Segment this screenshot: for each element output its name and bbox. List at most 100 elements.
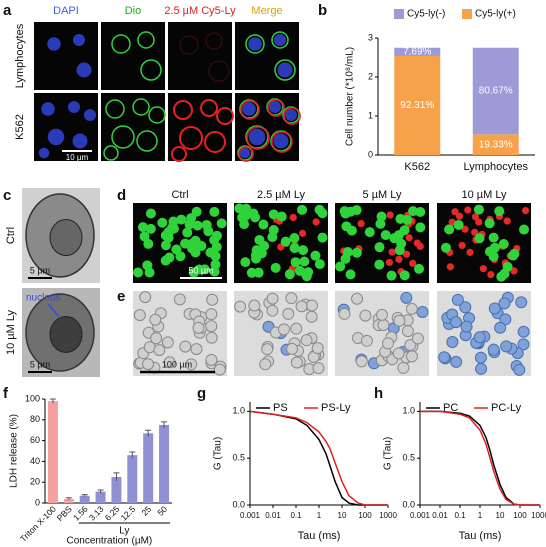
cell	[209, 206, 220, 217]
x-tick-label: 0.1	[290, 511, 302, 520]
nucleus	[84, 109, 96, 121]
cell	[494, 206, 505, 217]
y-axis-title: G (Tau)	[213, 437, 224, 470]
column-header: Dio	[125, 5, 142, 17]
column-header: 2.5 µM Ly	[257, 189, 306, 201]
cell	[143, 238, 154, 249]
cell	[240, 257, 251, 268]
nucleus	[73, 34, 85, 46]
bar	[79, 495, 90, 503]
x-tick-label: 0.01	[432, 511, 448, 520]
panel-label: e	[117, 288, 125, 305]
series-line	[249, 410, 388, 506]
cell	[317, 208, 328, 219]
cell	[401, 325, 414, 338]
cell	[517, 338, 530, 351]
cell	[446, 263, 454, 271]
cell	[359, 309, 372, 322]
cell	[167, 222, 178, 233]
micrograph	[168, 22, 232, 90]
x-tick-label: 1000	[379, 511, 397, 520]
cy5-signal	[240, 100, 260, 120]
column-header: 5 µM Ly	[363, 189, 402, 201]
cell	[268, 209, 279, 220]
cell	[389, 233, 400, 244]
x-tick-label: 10	[496, 511, 505, 520]
segment-label: 80.67%	[479, 86, 513, 97]
cell	[388, 248, 396, 256]
x-tick-label: 10	[338, 511, 347, 520]
cy5-signal	[200, 99, 218, 117]
cell	[399, 270, 410, 281]
micrograph	[101, 93, 165, 161]
cell	[289, 233, 300, 244]
legend-label: PS	[273, 402, 288, 414]
cell	[203, 226, 214, 237]
y-tick-label: 0	[368, 149, 373, 159]
cell	[186, 213, 197, 224]
nucleus	[269, 101, 281, 113]
cell	[473, 331, 486, 344]
cell	[464, 206, 472, 214]
column-header: DAPI	[53, 5, 79, 17]
cell	[451, 293, 464, 306]
cell	[519, 224, 530, 235]
cell	[205, 320, 218, 333]
cell	[346, 225, 357, 236]
cell	[474, 351, 487, 364]
panel-label: d	[117, 187, 126, 204]
bar	[63, 498, 74, 503]
cell	[286, 342, 299, 355]
cell	[205, 247, 216, 258]
legend-label: PS-Ly	[321, 402, 351, 414]
nucleus	[273, 133, 289, 149]
tem-nucleus	[49, 219, 83, 256]
cell	[405, 350, 418, 363]
cy5-signal	[283, 107, 301, 125]
cell	[377, 319, 390, 332]
cell	[294, 265, 305, 276]
x-axis-title: Concentration (µM)	[66, 536, 152, 547]
cell	[305, 299, 318, 312]
cell	[149, 313, 162, 326]
y-axis-title: LDH release (%)	[9, 414, 20, 488]
cell	[335, 261, 346, 272]
column-header: 10 µM Ly	[461, 189, 507, 201]
cell	[282, 307, 295, 320]
cell	[415, 222, 426, 233]
cell	[405, 234, 413, 242]
nucleus	[47, 128, 65, 146]
cell	[310, 250, 321, 261]
panel-label: b	[318, 2, 327, 19]
legend-swatch	[462, 9, 472, 19]
cell	[455, 212, 464, 220]
cell	[475, 218, 483, 226]
nucleus	[248, 37, 262, 51]
cell	[380, 230, 391, 241]
annotation: nucleus	[26, 293, 60, 304]
membrane	[274, 59, 296, 81]
cell	[216, 218, 227, 229]
y-tick-label: 2	[368, 71, 373, 81]
cell	[234, 300, 247, 313]
cell	[399, 225, 410, 236]
x-tick-label: 1	[478, 511, 483, 520]
cell	[438, 351, 451, 364]
cell	[133, 309, 146, 322]
cell	[408, 206, 419, 217]
cy5-signal	[204, 131, 226, 153]
cell	[261, 343, 274, 356]
bar	[127, 455, 138, 503]
cell	[414, 263, 425, 274]
cell	[298, 245, 309, 256]
cell	[188, 267, 199, 278]
cell	[487, 270, 495, 279]
nucleus	[76, 62, 92, 78]
membrane	[245, 34, 265, 54]
panel-label: h	[374, 385, 383, 402]
cell	[458, 241, 466, 250]
x-tick-label: 25	[139, 504, 153, 518]
nucleus	[242, 102, 256, 116]
cell	[312, 362, 325, 375]
cell	[259, 358, 272, 371]
